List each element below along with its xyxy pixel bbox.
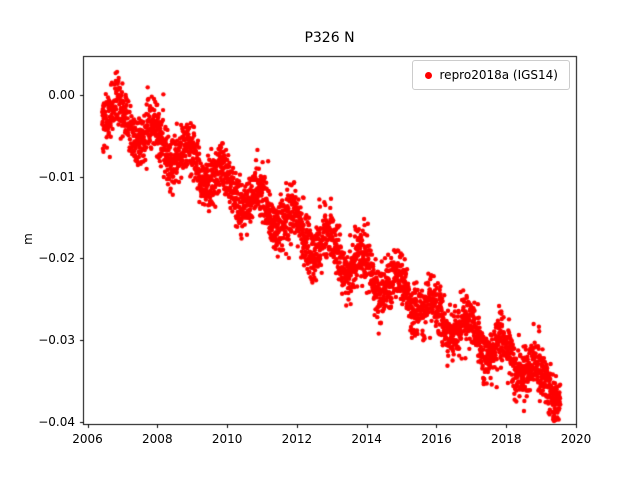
x-tick-label: 2018 xyxy=(490,432,522,446)
x-tick-label: 2010 xyxy=(211,432,243,446)
y-axis-label: m xyxy=(21,233,35,245)
chart-title: P326 N xyxy=(304,30,355,46)
x-tick-label: 2014 xyxy=(351,432,382,446)
legend-marker-dot-icon xyxy=(424,71,432,79)
x-tick-label: 2016 xyxy=(421,432,452,446)
y-tick-label: −0.04 xyxy=(38,414,75,429)
legend: repro2018a (IGS14) xyxy=(411,60,570,90)
x-tick-label: 2008 xyxy=(142,432,173,446)
x-tick-label: 2012 xyxy=(281,432,313,446)
legend-entry-label: repro2018a (IGS14) xyxy=(439,68,558,82)
y-tick-label: −0.02 xyxy=(38,251,75,266)
y-tick-label: −0.01 xyxy=(38,169,75,184)
y-tick-label: 0.00 xyxy=(48,88,75,103)
y-tick-label: −0.03 xyxy=(38,332,75,347)
x-tick-label: 2020 xyxy=(560,432,592,446)
x-tick-label: 2006 xyxy=(72,432,103,446)
